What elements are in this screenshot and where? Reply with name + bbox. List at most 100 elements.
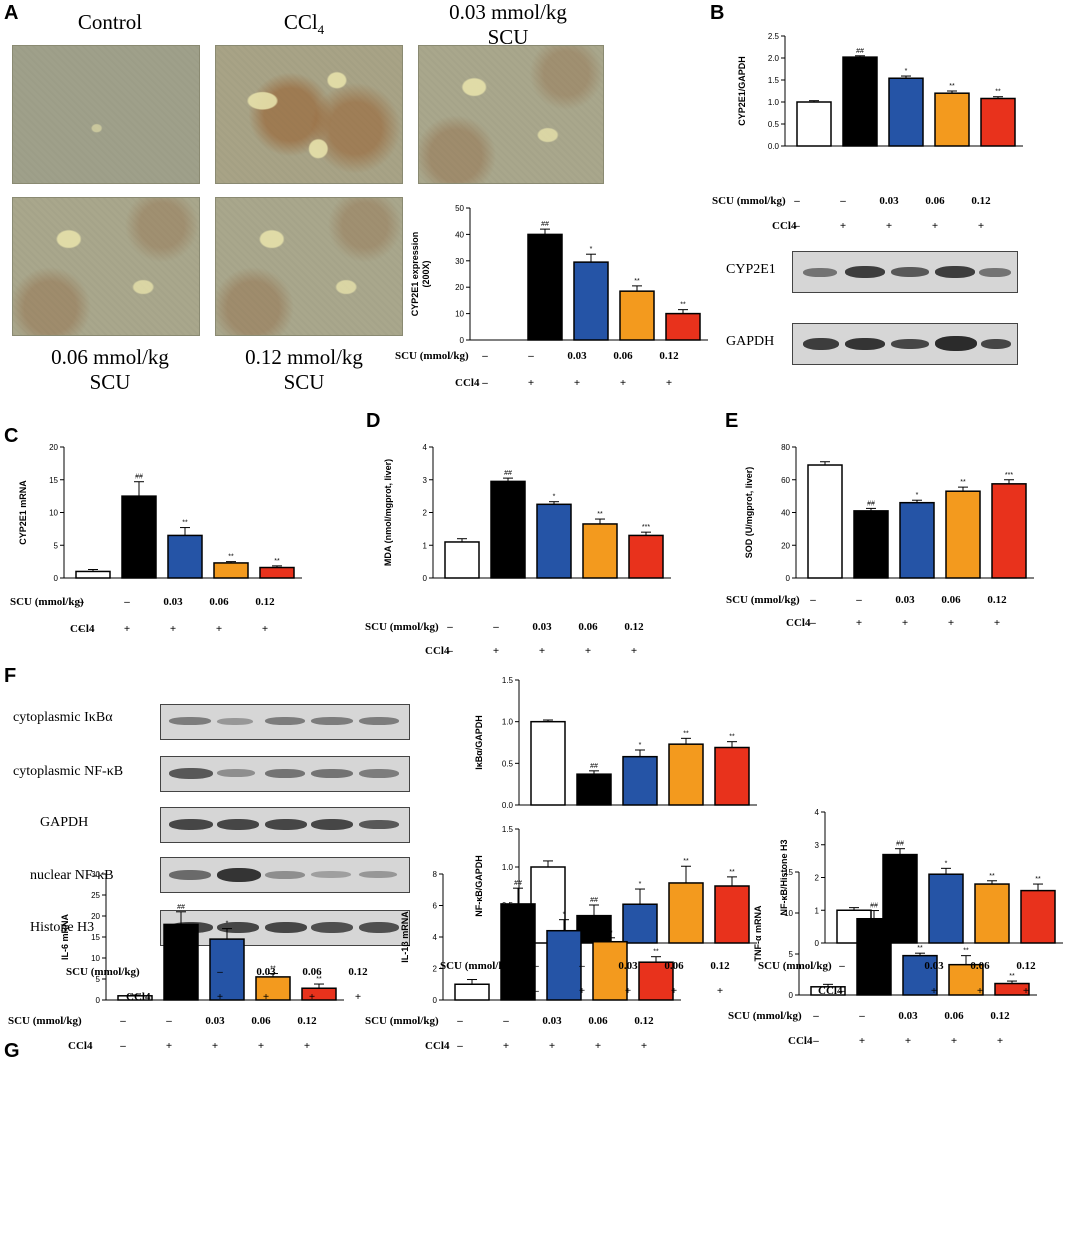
chart-a-bar [665, 312, 701, 341]
chart-c-sig-label: ## [135, 474, 143, 481]
band [803, 338, 839, 350]
treatment-e-scu-value: 0.06 [941, 594, 961, 606]
chart-c-ytick-label: 20 [49, 443, 58, 452]
chart-b-bar [842, 56, 878, 147]
treatment-c-ccl4-label: CCl4 [70, 623, 95, 635]
treatment-g1-ccl4-value: + [211, 1040, 219, 1052]
chart-e-ytick-label: 60 [781, 476, 790, 485]
chart-g3-sig-label: ## [870, 903, 878, 910]
treatment-b-scu-value: 0.06 [925, 195, 945, 207]
chart-g1-ytick-label: 0 [96, 996, 101, 1005]
label-scu006: 0.06 mmol/kg SCU [0, 345, 220, 395]
label-ccl4: CCl4 [194, 10, 414, 42]
blot-f-gapdh [160, 807, 410, 843]
treatment-g1-scu-value: 0.03 [205, 1015, 225, 1027]
chart-f3-ylabel: NF-κB/Histone H3 [779, 839, 789, 915]
chart-a-bar [573, 261, 609, 341]
treatment-f1-ccl4-label: CCl4 [126, 991, 151, 1003]
band [217, 868, 261, 882]
chart-a-ytick-label: 20 [455, 283, 464, 292]
band [845, 266, 885, 278]
chart-g2-ytick-label: 8 [433, 870, 438, 879]
chart-d-ytick-label: 4 [423, 443, 428, 452]
treatment-g2-ccl4-value: + [548, 1040, 556, 1052]
treatment-g1-ccl4-value: – [120, 1040, 126, 1052]
chart-f1-ylabel: IκBα/GAPDH [474, 715, 484, 770]
chart-c-ytick-label: 0 [54, 574, 59, 583]
chart-b-ytick-label: 1.5 [768, 76, 780, 85]
treatment-a-scu-value: 0.12 [659, 350, 679, 362]
chart-a-sig-label: ## [541, 221, 549, 228]
treatment-f1-scu-value: – [171, 966, 177, 978]
panel-letter-e: E [725, 410, 739, 432]
treatment-f3-scu-value: 0.12 [1016, 960, 1036, 972]
treatment-e-scu-label: SCU (mmol/kg) [726, 594, 800, 606]
treatment-e-ccl4-value: + [855, 617, 863, 629]
treatment-g2-ccl4-label: CCl4 [425, 1040, 450, 1052]
treatment-c-ccl4-value: + [123, 623, 131, 635]
chart-g2-ytick-label: 4 [433, 933, 438, 942]
chart-f1-bar [668, 743, 704, 806]
treatment-g3-scu-value: 0.12 [990, 1010, 1010, 1022]
treatment-c-scu-value: – [124, 596, 130, 608]
treatment-g1-scu-value: – [166, 1015, 172, 1027]
chart-f1-bar [576, 773, 612, 806]
treatment-d-scu-value: – [493, 621, 499, 633]
chart-b-ytick-label: 0.0 [768, 142, 780, 151]
chart-f2-sig-label: ** [683, 858, 689, 865]
chart-e-bar [991, 483, 1027, 579]
treatment-g2-ccl4-value: + [640, 1040, 648, 1052]
chart-b-sig-label: * [905, 68, 908, 75]
chart-g2-ylabel: IL-1β mRNA [400, 911, 410, 963]
chart-d-sig-label: *** [642, 524, 650, 531]
treatment-a-ccl4-label: CCl4 [455, 377, 480, 389]
band [891, 339, 929, 349]
chart-g2-ytick-label: 0 [433, 996, 438, 1005]
panel-letter-g: G [4, 1040, 20, 1062]
band [359, 769, 399, 778]
label-scu012-drug: SCU [283, 370, 325, 394]
band [311, 922, 353, 933]
micrograph-scu006 [12, 197, 200, 336]
treatment-f1-ccl4-value: + [262, 991, 270, 1003]
panel-letter-f: F [4, 665, 17, 687]
treatment-a-ccl4-value: + [665, 377, 673, 389]
chart-c-ytick-label: 10 [49, 509, 58, 518]
chart-g3-bar [902, 954, 938, 996]
chart-a-sig-label: ** [680, 302, 686, 309]
chart-b-bar [934, 92, 970, 147]
blot-label-f-histone: Histone H3 [30, 920, 95, 935]
treatment-g3-ccl4-value: + [904, 1035, 912, 1047]
chart-a-ytick-label: 40 [455, 230, 464, 239]
chart-g1-ytick-label: 30 [91, 870, 100, 879]
treatment-a-ccl4-value: + [573, 377, 581, 389]
chart-b-ytick-label: 1.0 [768, 98, 780, 107]
chart-a-sig-label: * [590, 246, 593, 253]
chart-e-ytick-label: 20 [781, 541, 790, 550]
chart-e-ytick-label: 40 [781, 509, 790, 518]
chart-f2-bar [622, 903, 658, 944]
treatment-e-scu-value: 0.03 [895, 594, 915, 606]
treatment-a-scu-value: 0.06 [613, 350, 633, 362]
chart-g3-ytick-label: 0 [789, 991, 794, 1000]
treatment-g3-ccl4-value: + [858, 1035, 866, 1047]
chart-b-ytick-label: 2.0 [768, 54, 780, 63]
chart-e-bar [807, 464, 843, 579]
treatment-f3-ccl4-label: CCl4 [818, 985, 843, 997]
chart-e-ytick-label: 80 [781, 443, 790, 452]
chart-g3-bar [948, 963, 984, 996]
treatment-a-scu-value: – [528, 350, 534, 362]
chart-f3-ytick-label: 0 [815, 939, 820, 948]
chart-c-bar [75, 570, 111, 579]
chart-d-ytick-label: 1 [423, 541, 428, 550]
treatment-f1-ccl4-value: – [171, 991, 177, 1003]
chart-g3-ytick-label: 15 [784, 868, 793, 877]
chart-f2-ytick-label: 1.5 [502, 825, 514, 834]
band [265, 922, 307, 933]
treatment-d-ccl4-value: + [630, 645, 638, 657]
chart-b-ytick-label: 2.5 [768, 32, 780, 41]
chart-g2-sig-label: * [563, 912, 566, 919]
treatment-b-ccl4-value: + [977, 220, 985, 232]
band [359, 871, 397, 878]
